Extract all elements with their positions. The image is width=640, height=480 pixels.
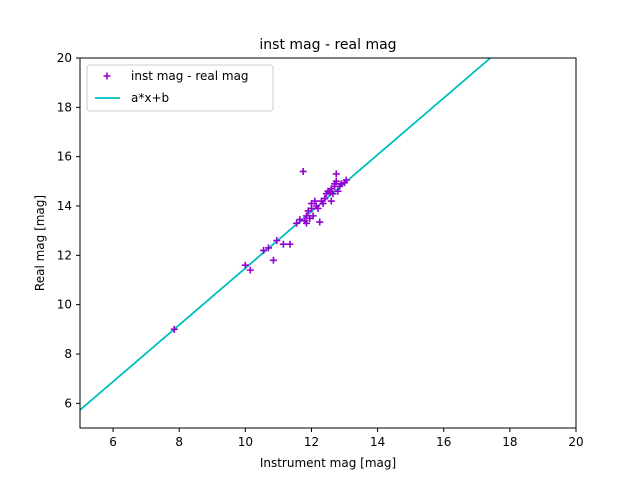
y-tick-label: 10 [57, 298, 72, 312]
y-tick-label: 18 [57, 100, 72, 114]
scatter-point [286, 240, 294, 248]
y-tick-label: 20 [57, 51, 72, 65]
x-tick-label: 20 [568, 435, 583, 449]
fit-line [80, 58, 491, 411]
scatter-point [296, 216, 304, 224]
y-tick-label: 12 [57, 248, 72, 262]
scatter-point [321, 195, 329, 203]
legend-entry-line: a*x+b [131, 91, 169, 105]
scatter-point [329, 190, 337, 198]
scatter-point [326, 188, 334, 196]
y-axis-ticks: 6 8 10 12 14 16 18 20 [57, 51, 80, 410]
x-tick-label: 14 [370, 435, 385, 449]
x-axis-label: Instrument mag [mag] [260, 456, 396, 470]
x-tick-label: 16 [436, 435, 451, 449]
scatter-point [273, 237, 281, 245]
scatter-point [332, 177, 340, 185]
scatter-point [279, 240, 287, 248]
scatter-point [327, 197, 335, 205]
scatter-point [293, 219, 301, 227]
x-axis-ticks: 6 8 10 12 14 16 18 20 [109, 428, 584, 449]
scatter-point [314, 204, 322, 212]
scatter-point [260, 246, 268, 254]
scatter-point [264, 244, 272, 252]
scatter-point [170, 325, 178, 333]
y-tick-label: 16 [57, 150, 72, 164]
y-tick-label: 6 [64, 396, 72, 410]
scatter-point [337, 180, 345, 188]
x-tick-label: 18 [502, 435, 517, 449]
chart-title: inst mag - real mag [259, 37, 396, 53]
x-tick-label: 10 [238, 435, 253, 449]
scatter-point [299, 167, 307, 175]
scatter-point [319, 200, 327, 208]
scatter-point [332, 170, 340, 178]
scatter-point [303, 219, 311, 227]
y-tick-label: 14 [57, 199, 72, 213]
scatter-point [241, 261, 249, 269]
scatter-point [342, 176, 350, 184]
legend-marker-scatter [103, 72, 111, 80]
y-axis-label: Real mag [mag] [33, 195, 47, 291]
scatter-point [316, 218, 324, 226]
scatter-point [334, 187, 342, 195]
scatter-point [311, 197, 319, 205]
plot-area [79, 57, 577, 429]
legend: inst mag - real mag a*x+b [86, 64, 274, 112]
y-tick-label: 8 [64, 347, 72, 361]
x-tick-label: 6 [109, 435, 117, 449]
scatter-point [269, 256, 277, 264]
scatter-point [309, 212, 317, 220]
x-tick-label: 12 [304, 435, 319, 449]
scatter-point [246, 266, 254, 274]
legend-entry-scatter: inst mag - real mag [131, 69, 249, 83]
legend-box [86, 64, 274, 112]
x-tick-label: 8 [175, 435, 183, 449]
axes-frame [79, 57, 577, 429]
